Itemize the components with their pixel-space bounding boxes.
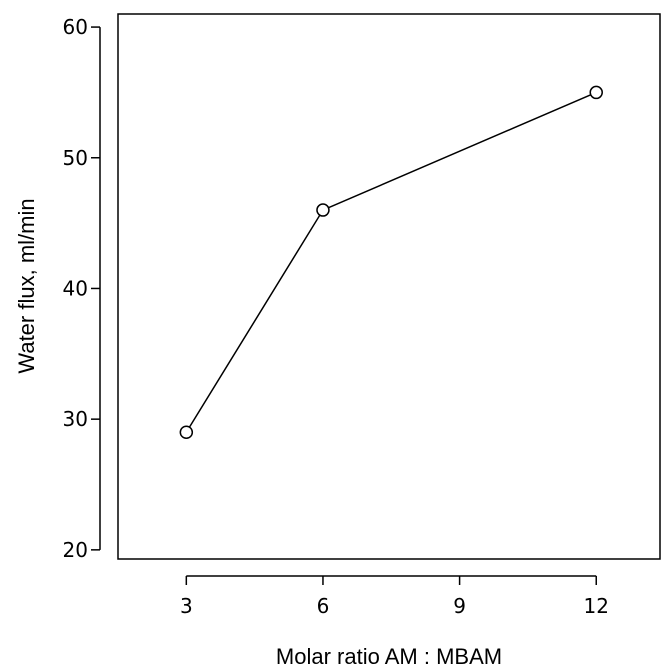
plot-frame xyxy=(117,13,661,560)
y-tick-label: 60 xyxy=(63,15,88,39)
data-point xyxy=(179,425,194,439)
data-point xyxy=(589,85,603,100)
series-line xyxy=(185,91,597,433)
x-axis: 3 6 9 12 xyxy=(180,575,609,618)
y-axis-title: Water flux, ml/min xyxy=(14,198,39,373)
data-point xyxy=(316,203,330,217)
x-tick-label: 12 xyxy=(584,594,609,618)
y-tick-label: 30 xyxy=(63,407,88,431)
x-tick-label: 3 xyxy=(180,594,193,618)
y-tick-label: 20 xyxy=(63,538,88,562)
y-tick-label: 50 xyxy=(63,146,88,170)
series-layer xyxy=(179,85,603,439)
x-axis-title: Molar ratio AM : MBAM xyxy=(276,644,502,668)
y-axis: 20 30 40 50 60 xyxy=(63,15,101,562)
x-tick-label: 9 xyxy=(453,594,466,618)
x-tick-label: 6 xyxy=(317,594,330,618)
y-tick-label: 40 xyxy=(63,276,88,300)
